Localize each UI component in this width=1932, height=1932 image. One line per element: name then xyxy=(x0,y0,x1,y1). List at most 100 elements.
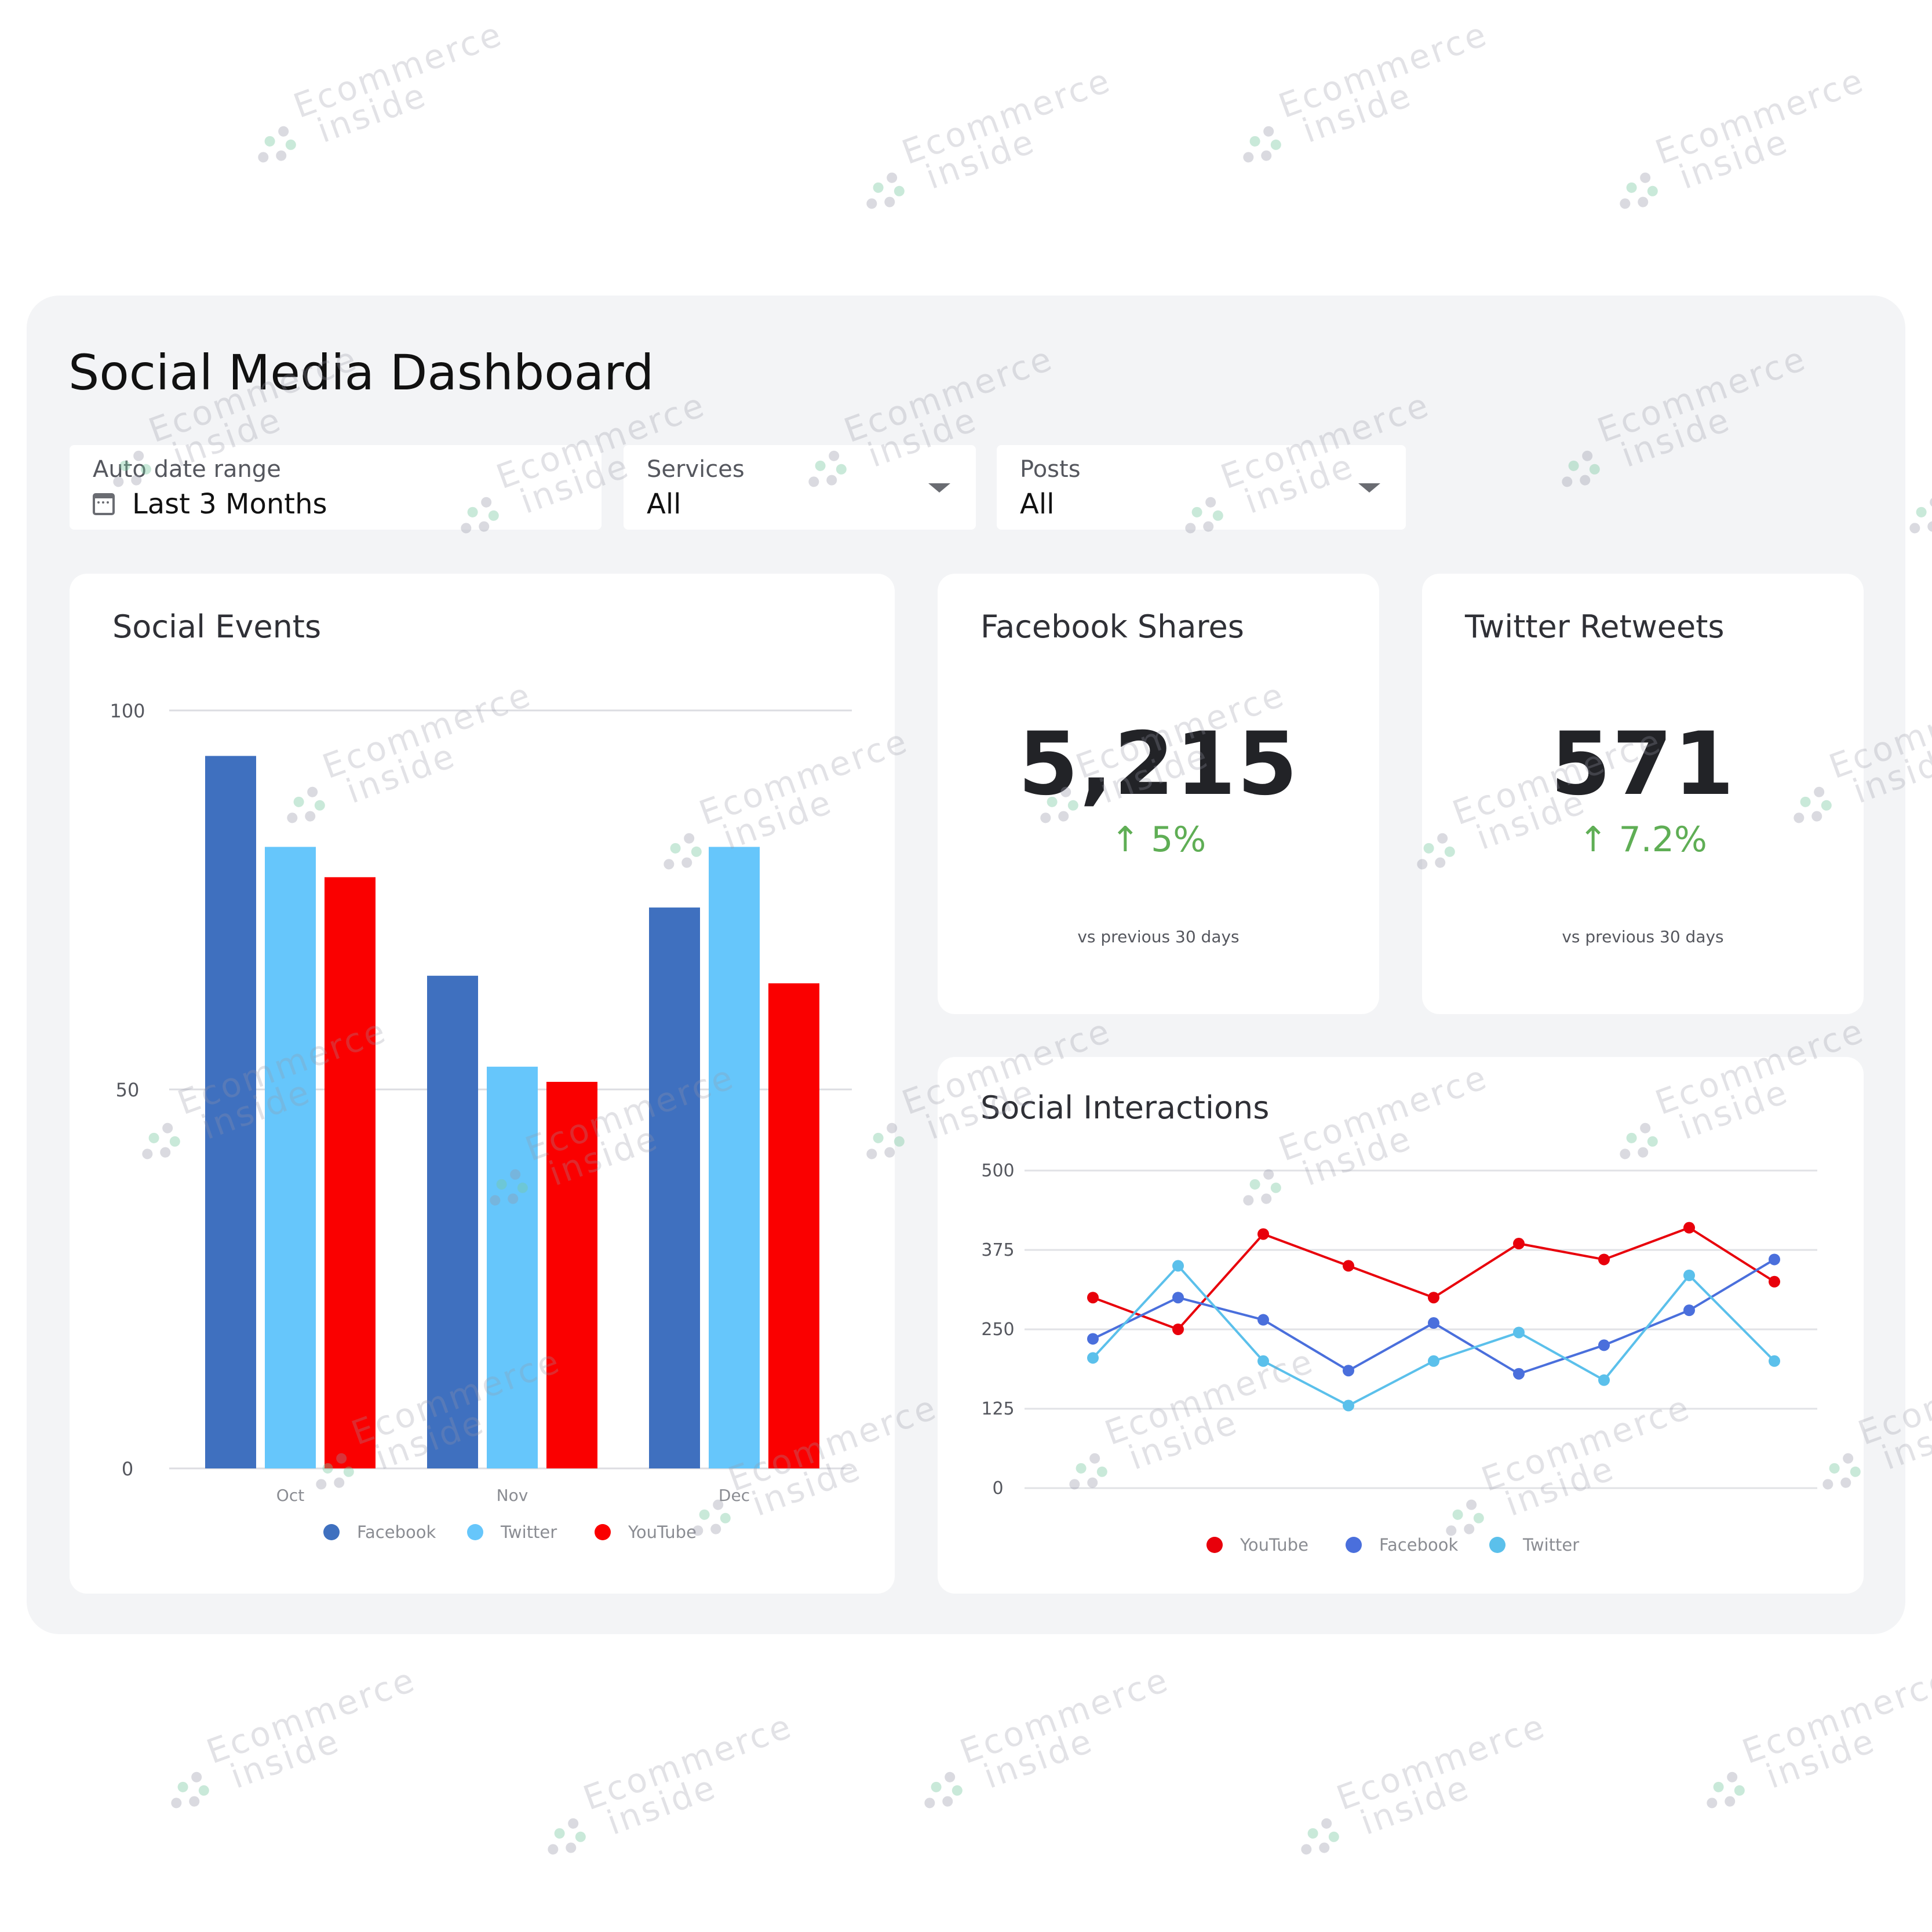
data-point-twitter xyxy=(1683,1269,1695,1281)
bar-youtube-oct xyxy=(325,877,376,1468)
data-point-youtube xyxy=(1683,1222,1695,1234)
social-interactions-title: Social Interactions xyxy=(980,1089,1270,1126)
watermark-logo-icon xyxy=(249,118,301,170)
watermark-text: Ecommerce xyxy=(288,13,508,126)
watermark-text: Ecommerce xyxy=(954,1659,1175,1772)
data-point-facebook xyxy=(1598,1339,1610,1351)
watermark-logo-icon xyxy=(1697,1764,1749,1816)
data-point-twitter xyxy=(1513,1326,1525,1339)
data-point-twitter xyxy=(1769,1355,1780,1367)
services-filter[interactable]: Services All xyxy=(624,445,976,530)
legend-marker xyxy=(1206,1537,1223,1553)
twitter-retweets-change: ↑ 7.2% xyxy=(1579,819,1707,860)
facebook-shares-change: ↑ 5% xyxy=(1110,819,1206,860)
twitter-retweets-title: Twitter Retweets xyxy=(1465,608,1725,645)
watermark-text: Ecommerce xyxy=(1331,1705,1551,1818)
x-tick-label: Nov xyxy=(497,1486,528,1505)
series-line-twitter xyxy=(1092,1264,1776,1407)
x-tick-label: Dec xyxy=(719,1486,750,1505)
data-point-youtube xyxy=(1257,1228,1269,1240)
data-point-facebook xyxy=(1513,1368,1525,1380)
bar-twitter-oct xyxy=(265,847,316,1468)
twitter-retweets-value: 571 xyxy=(1550,714,1736,815)
date-range-value: Last 3 Months xyxy=(132,488,327,520)
data-point-youtube xyxy=(1769,1275,1780,1288)
y-tick-label: 0 xyxy=(992,1478,1003,1499)
watermark-text: inside xyxy=(920,121,1041,197)
bar-twitter-nov xyxy=(487,1066,538,1468)
data-point-twitter xyxy=(1598,1374,1610,1386)
bar-facebook-dec xyxy=(649,907,700,1468)
bar-twitter-dec xyxy=(709,847,760,1468)
date-range-label: Auto date range xyxy=(93,456,281,483)
social-events-title: Social Events xyxy=(112,608,322,645)
y-tick-label: 100 xyxy=(110,700,145,722)
watermark-text: inside xyxy=(1355,1767,1475,1843)
posts-filter[interactable]: Posts All xyxy=(997,445,1406,530)
facebook-shares-card: Facebook Shares 5,215 ↑ 5% vs previous 3… xyxy=(938,574,1379,1014)
legend-marker xyxy=(1346,1537,1362,1553)
calendar-icon xyxy=(93,493,115,515)
social-interactions-chart: 500 375 250 125 0 YouTube Facebook Twitter xyxy=(981,1161,1817,1555)
legend-label: YouTube xyxy=(628,1522,697,1542)
social-events-chart: 100 50 0 Oct Nov Dec Facebook Twitter YouTube xyxy=(110,700,852,1542)
data-point-youtube xyxy=(1598,1253,1610,1266)
legend-marker xyxy=(595,1524,611,1540)
data-point-facebook xyxy=(1257,1314,1269,1326)
facebook-shares-caption: vs previous 30 days xyxy=(1077,927,1240,946)
legend-label: Twitter xyxy=(1522,1535,1579,1555)
data-point-twitter xyxy=(1343,1399,1354,1412)
watermark-logo-icon xyxy=(162,1764,214,1816)
watermark-text: Ecommerce xyxy=(1737,1659,1932,1772)
date-range-filter[interactable]: Auto date range Last 3 Months xyxy=(70,445,602,530)
legend-marker xyxy=(1489,1537,1505,1553)
watermark-logo-icon xyxy=(915,1764,967,1816)
legend-marker xyxy=(323,1524,340,1540)
watermark-text: inside xyxy=(978,1720,1099,1796)
y-tick-label: 250 xyxy=(981,1319,1014,1340)
watermark-text: inside xyxy=(1674,121,1794,197)
x-tick-label: Oct xyxy=(276,1486,304,1505)
watermark-logo-icon xyxy=(1234,118,1286,170)
dashboard-panel: Social Media Dashboard Auto date range L… xyxy=(27,296,1905,1634)
watermark-text: Ecommerce xyxy=(201,1659,421,1772)
data-point-youtube xyxy=(1087,1292,1099,1304)
data-point-facebook xyxy=(1087,1333,1099,1345)
watermark-text: Ecommerce xyxy=(1650,60,1870,173)
legend-label: Twitter xyxy=(500,1522,557,1542)
chevron-down-icon[interactable] xyxy=(1358,483,1380,493)
legend-label: Facebook xyxy=(357,1522,436,1542)
page-title: Social Media Dashboard xyxy=(68,344,654,401)
y-tick-label: 375 xyxy=(981,1240,1014,1260)
data-point-twitter xyxy=(1172,1260,1184,1272)
bar-youtube-nov xyxy=(546,1081,597,1468)
social-events-card: Social Events 100 50 0 Oct Nov Dec Facebook Twi… xyxy=(70,574,895,1594)
services-value: All xyxy=(647,488,681,520)
series-line-youtube xyxy=(1092,1226,1776,1331)
y-tick-label: 50 xyxy=(116,1079,140,1101)
data-point-facebook xyxy=(1172,1292,1184,1304)
data-point-facebook xyxy=(1343,1365,1354,1377)
legend-label: YouTube xyxy=(1240,1535,1308,1555)
twitter-retweets-card: Twitter Retweets 571 ↑ 7.2% vs previous … xyxy=(1422,574,1864,1014)
chevron-down-icon[interactable] xyxy=(928,483,950,493)
services-label: Services xyxy=(647,456,745,483)
data-point-facebook xyxy=(1769,1253,1780,1266)
posts-value: All xyxy=(1020,488,1055,520)
watermark-text: inside xyxy=(312,75,432,151)
watermark-logo-icon xyxy=(857,165,909,217)
watermark-logo-icon xyxy=(1292,1810,1344,1862)
data-point-facebook xyxy=(1428,1317,1439,1329)
y-tick-label: 0 xyxy=(122,1458,133,1480)
legend-marker xyxy=(467,1524,483,1540)
data-point-facebook xyxy=(1683,1304,1695,1317)
watermark-logo-icon xyxy=(1610,165,1663,217)
